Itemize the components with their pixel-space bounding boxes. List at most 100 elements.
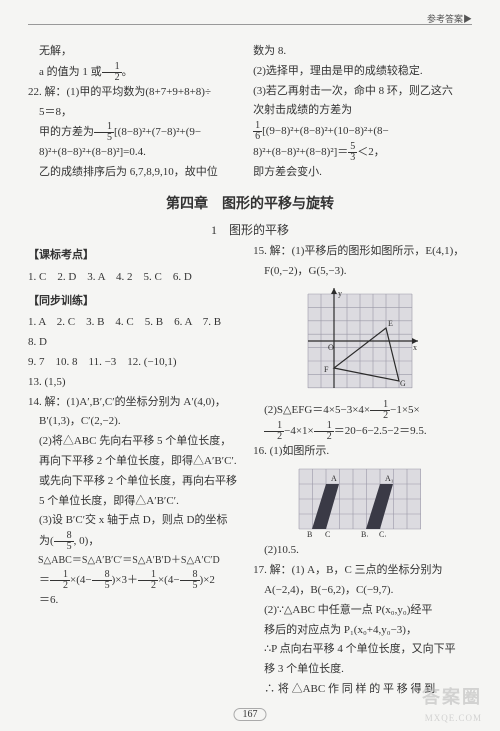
subhead: 【课标考点】 [28, 246, 241, 266]
text: −4×1× [284, 425, 314, 437]
text: 12−4×1×12＝20−6−2.5−2＝9.5. [253, 421, 466, 442]
svg-text:E: E [388, 319, 393, 328]
bottom-left-col: 【课标考点】 1. C 2. D 3. A 4. 2 5. C 6. D 【同步… [28, 242, 241, 700]
text: 甲的方差为15[(8−8)²+(7−8)²+(9− [28, 122, 241, 143]
text: (2)10.5. [253, 541, 466, 561]
text: ＝ [39, 574, 50, 586]
svg-text:B₁: B₁ [361, 530, 369, 537]
frac-53: 53 [348, 142, 357, 163]
text: 8)²+(8−8)²+(8−8)²]＝ [253, 146, 348, 158]
text: 14. 解：(1)A′,B′,C′的坐标分别为 A′(4,0)， [28, 393, 241, 413]
text: (3)设 B′C′交 x 轴于点 D，则点 D的坐标 [28, 511, 241, 531]
text: 甲的方差为 [39, 126, 94, 138]
text: (2)将△ABC 先向右平移 5 个单位长度， [28, 432, 241, 452]
frac-85: 85 [92, 570, 112, 591]
text: , 0)， [74, 535, 100, 547]
text: ×(4− [70, 574, 92, 586]
text: 16. (1)如图所示. [253, 442, 466, 462]
svg-text:C: C [325, 530, 330, 537]
text: 再向下平移 2 个单位长度，即得△A′B′C′. [28, 452, 241, 472]
text: 次射击成绩的方差为 [253, 101, 466, 121]
svg-text:A: A [331, 474, 337, 483]
svg-text:A₁: A₁ [385, 474, 394, 483]
text: 8)²+(8−8)²+(8−8)²]=0.4. [28, 143, 241, 163]
svg-text:C₁: C₁ [379, 530, 387, 537]
svg-text:G: G [400, 379, 406, 388]
svg-text:F: F [324, 365, 329, 374]
text: 5＝8， [28, 103, 241, 123]
text: (2)∵△ABC 中任意一点 P(x₀,y₀)经平 [253, 601, 466, 621]
text: ×(4− [158, 574, 180, 586]
frac-half: 12 [370, 400, 390, 421]
text: ＝20−6−2.5−2＝9.5. [334, 425, 427, 437]
text: (2)选择甲，理由是甲的成绩较稳定. [253, 62, 466, 82]
watermark-url: MXQE.COM [425, 713, 482, 723]
text: 或先向下平移 2 个单位长度，再向右平移 [28, 472, 241, 492]
text: B′(1,3)，C′(2,−2). [28, 412, 241, 432]
svg-text:y: y [338, 289, 342, 298]
page-number: 167 [234, 708, 267, 721]
text: 13. (1,5) [28, 373, 241, 393]
diagram-parallelograms: A B C A₁ B₁ C₁ [295, 465, 425, 537]
text: 8. D [28, 333, 241, 353]
text: 乙的成绩排序后为 6,7,8,9,10，故中位 [28, 163, 241, 183]
svg-text:O: O [328, 343, 334, 352]
frac-half: 12 [50, 570, 70, 591]
text: [(9−8)²+(8−8)²+(10−8)²+(8− [262, 125, 389, 137]
text: 。 [122, 66, 133, 78]
text: 为(85, 0)， [28, 531, 241, 552]
text: a 的值为 1 或12。 [28, 62, 241, 83]
text: 无解， [28, 42, 241, 62]
bottom-right-col: 15. 解：(1)平移后的图形如图所示，E(4,1)， F(0,−2)，G(5,… [253, 242, 466, 700]
text: 移 3 个单位长度. [253, 660, 466, 680]
chapter-title: 第四章 图形的平移与旋转 [28, 193, 472, 213]
text: 22. 解：(1)甲的平均数为(8+7+9+8+8)÷ [28, 83, 241, 103]
top-right-col: 数为 8. (2)选择甲，理由是甲的成绩较稳定. (3)若乙再射击一次，命中 8… [253, 42, 466, 183]
frac-fifth: 15 [94, 122, 114, 143]
text: 1. A 2. C 3. B 4. C 5. B 6. A 7. B [28, 313, 241, 333]
subhead: 【同步训练】 [28, 292, 241, 312]
top-left-col: 无解， a 的值为 1 或12。 22. 解：(1)甲的平均数为(8+7+9+8… [28, 42, 241, 183]
text: ＝12×(4−85)×3＋12×(4−85)×2 [28, 570, 241, 591]
text: 16[(9−8)²+(8−8)²+(10−8)²+(8− [253, 121, 466, 142]
text: 17. 解：(1) A，B，C 三点的坐标分别为 [253, 561, 466, 581]
frac-sixth: 16 [253, 121, 262, 142]
svg-text:B: B [307, 530, 312, 537]
text: 数为 8. [253, 42, 466, 62]
top-block: 无解， a 的值为 1 或12。 22. 解：(1)甲的平均数为(8+7+9+8… [28, 42, 472, 183]
text: [(8−8)²+(7−8)²+(9− [114, 126, 201, 138]
text: (2)S△EFG＝4×5−3×4× [264, 404, 370, 416]
text: 5 个单位长度，即得△A′B′C′. [28, 492, 241, 512]
frac-half: 12 [264, 421, 284, 442]
bottom-block: 【课标考点】 1. C 2. D 3. A 4. 2 5. C 6. D 【同步… [28, 242, 472, 700]
text: 8)²+(8−8)²+(8−8)²]＝53＜2， [253, 142, 466, 163]
text: 为( [39, 535, 54, 547]
header-rule [28, 24, 472, 25]
text: ＜2， [357, 146, 385, 158]
text: (3)若乙再射击一次，命中 8 环，则乙这六 [253, 82, 466, 102]
text: 9. 7 10. 8 11. −3 12. (−10,1) [28, 353, 241, 373]
text: 移后的对应点为 P₁(x₀+4,y₀−3)， [253, 621, 466, 641]
diagram-coordinates: Ox y E F G [300, 286, 420, 396]
text: ∴P 点向右平移 4 个单位长度，又向下平 [253, 640, 466, 660]
text: a 的值为 1 或 [39, 66, 102, 78]
text: S△ABC＝S△A′B′C′＝S△A′B′D＋S△A′C′D [28, 552, 241, 570]
text: A(−2,4)，B(−6,2)，C(−9,7). [253, 581, 466, 601]
frac-85: 85 [180, 570, 200, 591]
watermark: 答案圈 [422, 683, 482, 709]
text: )×3＋ [112, 574, 138, 586]
text: −1×5× [390, 404, 420, 416]
text: (2)S△EFG＝4×5−3×4×12−1×5× [253, 400, 466, 421]
text: 即方差会变小. [253, 163, 466, 183]
text: )×2 [200, 574, 215, 586]
frac-half: 12 [138, 570, 158, 591]
text: 1. C 2. D 3. A 4. 2 5. C 6. D [28, 268, 241, 288]
text: 15. 解：(1)平移后的图形如图所示，E(4,1)， [253, 242, 466, 262]
frac-85: 85 [54, 531, 74, 552]
section-title: 1 图形的平移 [28, 221, 472, 238]
text: ＝6. [28, 591, 241, 611]
frac-half: 12 [314, 421, 334, 442]
text: F(0,−2)，G(5,−3). [253, 262, 466, 282]
frac-half: 12 [102, 62, 122, 83]
svg-text:x: x [413, 343, 417, 352]
